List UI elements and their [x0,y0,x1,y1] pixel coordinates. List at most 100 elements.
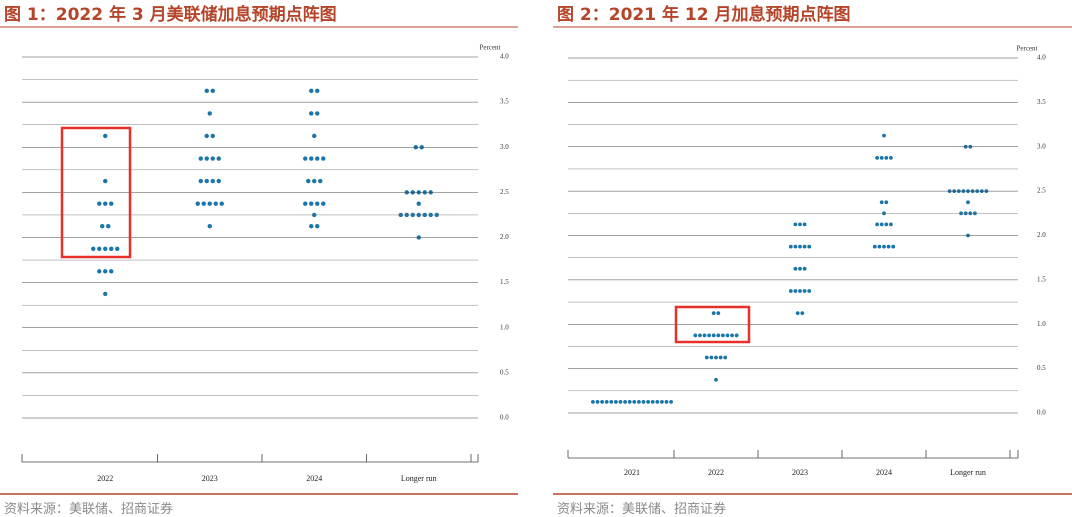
y-axis-label: Percent [1017,45,1038,53]
y-tick-label: 0.0 [1037,409,1046,417]
x-tick-label: 2024 [306,474,322,483]
dot [702,333,707,338]
dot [309,88,314,94]
y-tick-label: 4.0 [500,53,509,61]
dot [309,201,314,206]
dot [309,224,314,229]
dot [210,88,215,94]
dot [204,88,209,94]
dot [800,311,805,316]
dot [886,244,891,249]
dot [875,155,879,160]
dot [309,156,314,161]
dot [655,400,660,404]
dot [793,222,798,227]
dot [204,178,209,184]
dot [207,201,212,206]
source: 资料来源：美联储、招商证券 [4,501,173,517]
highlight-box [60,126,132,259]
chart-title: 图 2：2021 年 12 月加息预期点阵图 [557,4,850,25]
dot [318,178,323,184]
dot [627,400,632,404]
dot [97,246,102,251]
dot [207,224,212,229]
x-tick-label: 2023 [202,474,218,483]
dot [807,244,812,249]
dot [650,400,655,404]
highlight-box [674,305,751,344]
dot [884,200,889,205]
dot [100,224,105,229]
dot [213,201,218,206]
dot [707,333,711,338]
dot [315,111,320,116]
y-axis-label: Percent [480,44,501,52]
x-tick-label: 2023 [792,468,808,477]
dot [219,201,224,206]
dot [103,178,108,184]
dot [798,289,802,293]
dot [889,222,893,227]
dot [315,224,320,229]
dot [210,178,215,184]
dot [721,333,725,338]
dot [216,178,221,184]
dot [195,201,200,206]
dot [664,400,669,404]
dot [714,355,718,360]
dot [198,156,203,161]
dot [210,133,215,139]
dot [315,88,320,94]
dot [882,244,886,249]
dot [312,133,317,139]
dot [966,200,970,205]
dot [882,133,886,138]
dot [109,246,114,251]
dot [303,201,308,206]
dot [879,200,884,205]
dot [884,222,889,227]
dot [303,156,308,161]
y-tick-label: 3.5 [1037,98,1046,106]
dot [91,246,96,251]
y-tick-label: 2.0 [1037,231,1046,239]
dot [614,400,618,404]
dot [103,201,108,206]
dot [669,400,673,404]
y-tick-label: 1.5 [1037,275,1046,283]
dot [315,201,320,206]
dot [210,156,215,161]
dot [97,201,102,206]
chart-title: 图 1：2022 年 3 月美联储加息预期点阵图 [4,4,337,25]
y-tick-label: 1.0 [1037,320,1046,328]
y-tick-label: 1.5 [500,278,509,286]
dot [793,244,798,249]
y-tick-label: 0.5 [1037,364,1046,372]
x-tick-label: 2021 [624,468,640,477]
dot [879,155,884,160]
y-tick-label: 2.0 [500,233,509,241]
x-tick-label: Longer run [401,474,437,483]
dot [802,266,807,271]
dot [641,400,646,404]
y-tick-label: 3.0 [1037,142,1046,150]
dot [798,222,802,227]
dot [879,222,884,227]
dot [321,201,326,206]
dot [793,289,798,293]
dot [889,155,893,160]
dot [711,333,716,338]
dot [103,133,108,139]
dot [632,400,637,404]
dot [623,400,627,404]
dot [600,400,604,404]
dot [884,155,889,160]
dot [704,355,709,360]
dot [204,156,209,161]
dot [698,333,702,338]
dot [660,400,664,404]
dot [97,269,102,274]
dot [109,201,114,206]
y-tick-label: 2.5 [1037,187,1046,195]
